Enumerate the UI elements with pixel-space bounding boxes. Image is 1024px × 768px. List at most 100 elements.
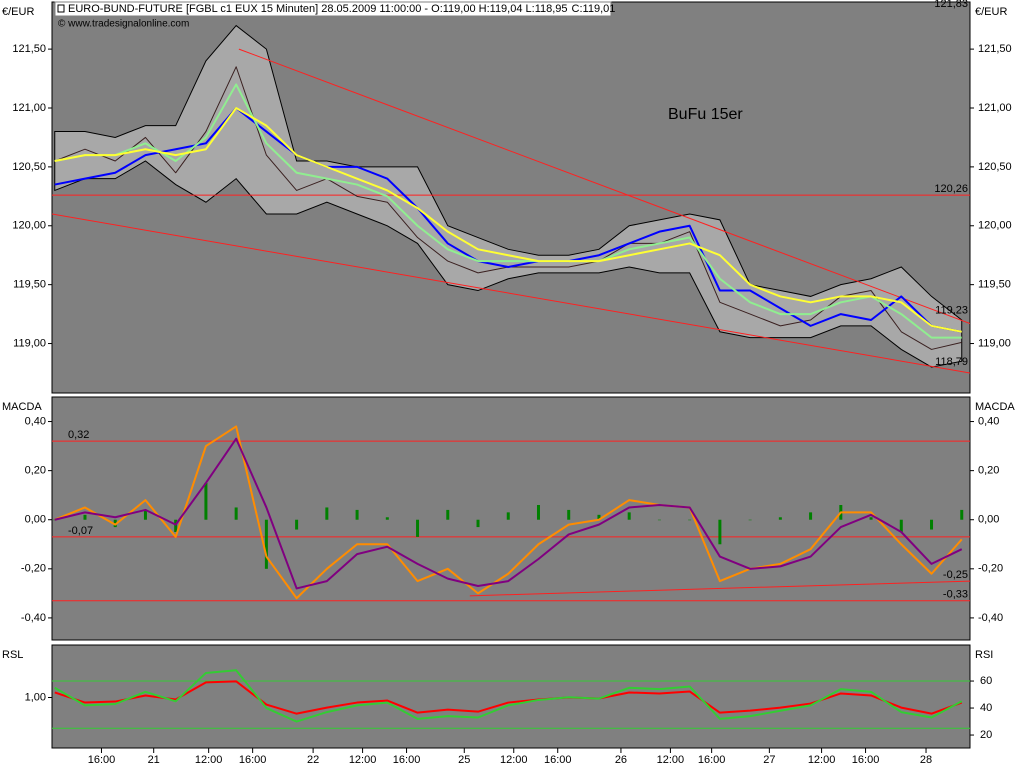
x-tick-label: 12:00 bbox=[808, 754, 836, 766]
x-tick-label: 12:00 bbox=[195, 754, 223, 766]
plot-area bbox=[51, 396, 971, 641]
series-line bbox=[54, 680, 963, 715]
series-line bbox=[54, 437, 963, 590]
histogram-bar bbox=[143, 509, 147, 520]
y-tick-label-right: 120,00 bbox=[978, 220, 1012, 232]
left-axis-label: MACDA bbox=[2, 401, 42, 413]
y2-tick-label: 40 bbox=[980, 702, 992, 714]
close-label: C:119,01 bbox=[572, 3, 616, 15]
y-tick-label: 121,50 bbox=[12, 43, 46, 55]
level-label: 121,83 bbox=[934, 0, 968, 10]
chart-title: EURO-BUND-FUTURE [FGBL c1 EUX 15 Minuten… bbox=[68, 3, 568, 15]
x-tick-label: 25 bbox=[458, 754, 470, 766]
x-tick-label: 12:00 bbox=[657, 754, 685, 766]
histogram-bar bbox=[718, 519, 722, 545]
plot-area bbox=[51, 644, 971, 749]
histogram-bar bbox=[748, 519, 752, 521]
x-tick-label: 28 bbox=[920, 754, 932, 766]
y2-tick-label: 60 bbox=[980, 675, 992, 687]
histogram-bar bbox=[325, 507, 329, 520]
series-line bbox=[54, 669, 963, 723]
level-label: 119,23 bbox=[935, 304, 968, 316]
plot-layer bbox=[52, 669, 970, 729]
x-tick-label: 16:00 bbox=[393, 754, 421, 766]
left-axis-label: €/EUR bbox=[2, 6, 34, 18]
x-tick-label: 27 bbox=[763, 754, 775, 766]
histogram-bar bbox=[899, 519, 903, 532]
trendline bbox=[238, 48, 970, 324]
band-area bbox=[54, 24, 963, 368]
series-line bbox=[54, 106, 962, 333]
y-tick-label: 120,00 bbox=[12, 220, 46, 232]
x-tick-label: 22 bbox=[307, 754, 319, 766]
x-tick-label: 16:00 bbox=[852, 754, 880, 766]
y-tick-label: 1,00 bbox=[25, 691, 46, 703]
histogram-bar bbox=[416, 519, 420, 537]
y-tick-label: 119,50 bbox=[13, 279, 46, 291]
histogram-bar bbox=[204, 482, 208, 520]
y-tick-label: 0,40 bbox=[25, 415, 46, 427]
histogram-bar bbox=[960, 509, 964, 520]
left-axis-label: RSL bbox=[2, 649, 23, 661]
histogram-bar bbox=[355, 509, 359, 520]
y-tick-label-right: 119,50 bbox=[978, 279, 1011, 291]
y-tick-label-right: -0,20 bbox=[978, 563, 1003, 575]
y-tick-label: 120,50 bbox=[12, 161, 46, 173]
series-line bbox=[54, 425, 963, 600]
x-tick-label: 16:00 bbox=[88, 754, 116, 766]
level-label: 120,26 bbox=[934, 183, 968, 195]
histogram-bar bbox=[264, 519, 268, 569]
histogram-bar bbox=[930, 519, 934, 530]
histogram-bar bbox=[174, 519, 178, 532]
right-axis-label: MACDA bbox=[975, 401, 1015, 413]
histogram-bar bbox=[83, 514, 87, 520]
histogram-bar bbox=[446, 509, 450, 520]
y-tick-label-right: 120,50 bbox=[978, 161, 1012, 173]
x-tick-label: 16:00 bbox=[544, 754, 572, 766]
level-label: -0,07 bbox=[68, 525, 93, 537]
source-label: © www.tradesignalonline.com bbox=[58, 19, 189, 30]
x-tick-label: 16:00 bbox=[239, 754, 267, 766]
y-tick-label: -0,20 bbox=[21, 563, 46, 575]
histogram-bar bbox=[657, 519, 661, 521]
x-tick-label: 21 bbox=[148, 754, 160, 766]
series-line bbox=[54, 83, 962, 339]
level-label: -0,33 bbox=[943, 589, 968, 601]
plot-layer bbox=[52, 425, 970, 602]
level-label: -0,25 bbox=[943, 569, 968, 581]
y-tick-label: 121,00 bbox=[12, 102, 46, 114]
histogram-bar bbox=[536, 505, 540, 520]
histogram-bar bbox=[688, 519, 692, 521]
x-tick-label: 16:00 bbox=[698, 754, 726, 766]
plot-area bbox=[51, 1, 971, 394]
histogram-bar bbox=[778, 517, 782, 520]
histogram-bar bbox=[809, 512, 813, 520]
y-tick-label-right: 0,20 bbox=[978, 465, 999, 477]
trendline bbox=[52, 213, 970, 374]
histogram-bar bbox=[869, 517, 873, 520]
trendline bbox=[469, 580, 970, 597]
histogram-bar bbox=[53, 519, 57, 521]
histogram-bar bbox=[295, 519, 299, 530]
series-line bbox=[54, 106, 962, 333]
right-axis-label: RSI bbox=[975, 649, 993, 661]
y2-tick-label: 20 bbox=[980, 729, 992, 741]
y-tick-label-right: 0,40 bbox=[978, 415, 999, 427]
y-tick-label: 0,00 bbox=[25, 514, 46, 526]
y-tick-label-right: 0,00 bbox=[978, 514, 999, 526]
level-label: 0,32 bbox=[68, 429, 89, 441]
histogram-bar bbox=[385, 517, 389, 520]
histogram-bar bbox=[506, 512, 510, 520]
y-tick-label-right: -0,40 bbox=[978, 612, 1003, 624]
y-tick-label: -0,40 bbox=[21, 612, 46, 624]
y-tick-label-right: 121,50 bbox=[978, 43, 1012, 55]
y-tick-label: 119,00 bbox=[13, 337, 46, 349]
histogram-bar bbox=[627, 512, 631, 520]
header-box bbox=[54, 1, 612, 17]
y-tick-label-right: 121,00 bbox=[978, 102, 1012, 114]
y-tick-label: 0,20 bbox=[25, 465, 46, 477]
x-tick-label: 12:00 bbox=[500, 754, 528, 766]
plot-layer bbox=[52, 24, 970, 374]
histogram-bar bbox=[234, 507, 238, 520]
